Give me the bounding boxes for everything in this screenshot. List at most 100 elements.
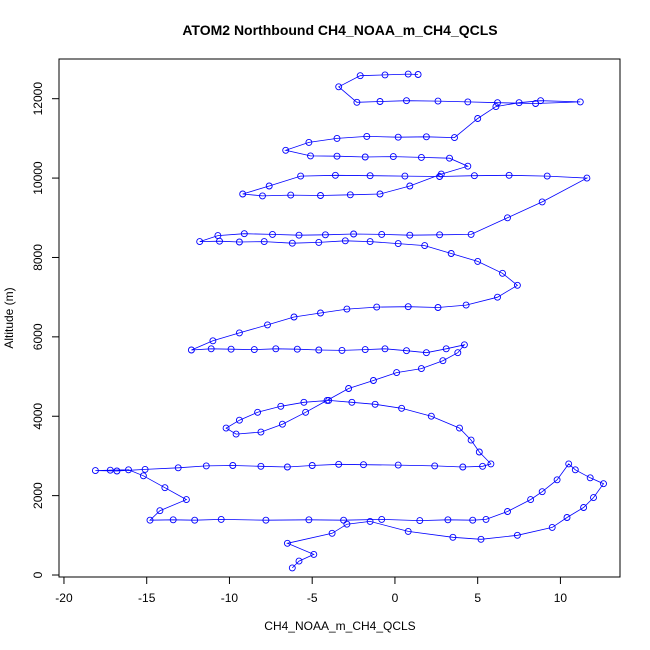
data-point xyxy=(269,230,276,238)
data-point xyxy=(464,98,472,106)
data-point xyxy=(161,484,169,492)
data-point xyxy=(492,103,500,111)
data-point xyxy=(331,171,339,179)
data-point xyxy=(310,550,318,558)
data-point xyxy=(474,115,482,122)
data-point xyxy=(381,71,389,79)
data-point xyxy=(293,345,301,353)
data-point xyxy=(257,428,265,436)
data-point xyxy=(586,474,594,482)
data-point xyxy=(532,100,540,107)
data-point xyxy=(417,153,425,161)
data-point xyxy=(174,464,182,472)
data-point xyxy=(406,182,414,190)
data-point xyxy=(328,529,336,537)
data-point xyxy=(434,304,442,311)
data-point xyxy=(543,172,551,180)
data-point xyxy=(434,97,442,105)
data-point xyxy=(240,230,248,238)
data-point xyxy=(469,516,477,524)
data-point xyxy=(474,257,482,265)
data-point xyxy=(431,462,439,470)
data-point xyxy=(315,238,323,246)
data-series xyxy=(91,70,607,572)
data-point xyxy=(538,198,546,206)
data-point xyxy=(302,408,310,416)
data-point xyxy=(482,515,490,523)
data-point xyxy=(451,134,458,142)
data-point xyxy=(297,172,305,180)
data-point xyxy=(475,448,483,456)
data-point xyxy=(414,71,422,78)
data-point xyxy=(235,416,243,424)
data-point xyxy=(436,231,444,239)
data-point xyxy=(515,99,523,107)
data-point xyxy=(346,191,354,199)
data-point xyxy=(381,345,389,353)
data-point xyxy=(464,162,472,170)
data-point xyxy=(321,231,329,239)
x-axis: -20 -15 -10 -5 0 5 10 xyxy=(55,576,568,605)
data-point xyxy=(439,357,447,365)
data-point xyxy=(146,516,154,524)
data-point xyxy=(467,436,475,444)
data-point xyxy=(398,404,406,412)
data-point xyxy=(373,303,381,311)
x-tick-label: 5 xyxy=(474,591,481,605)
data-point xyxy=(182,496,190,504)
data-point xyxy=(202,462,210,470)
y-axis-label: Altitude (m) xyxy=(2,287,16,348)
data-point xyxy=(363,132,371,140)
data-point xyxy=(227,345,235,353)
data-point xyxy=(504,214,511,222)
data-point xyxy=(287,191,295,199)
data-point xyxy=(232,430,240,438)
data-point xyxy=(295,557,303,565)
data-point xyxy=(335,460,343,468)
data-point xyxy=(467,230,475,238)
data-point xyxy=(343,305,351,313)
x-tick-label: 10 xyxy=(554,591,568,605)
data-point xyxy=(214,232,222,240)
data-point xyxy=(444,516,452,524)
data-point xyxy=(278,420,286,428)
data-point xyxy=(406,231,414,239)
data-point xyxy=(277,402,285,410)
data-point xyxy=(264,321,271,329)
data-point xyxy=(553,476,561,484)
data-point xyxy=(317,192,324,199)
data-point xyxy=(504,508,511,515)
data-point xyxy=(401,172,409,180)
data-point xyxy=(404,303,412,311)
data-point xyxy=(353,98,361,106)
data-point xyxy=(583,174,591,182)
data-point xyxy=(376,98,384,105)
data-point xyxy=(239,190,247,198)
data-point xyxy=(527,496,535,504)
data-point xyxy=(323,396,331,404)
data-point xyxy=(305,516,313,524)
data-point xyxy=(106,466,114,474)
data-point xyxy=(196,238,204,246)
x-tick-label: -10 xyxy=(221,591,239,605)
data-point xyxy=(209,337,217,345)
y-tick-label: 12000 xyxy=(31,82,45,116)
data-point xyxy=(563,514,571,521)
data-point xyxy=(449,533,457,541)
data-point xyxy=(394,133,402,141)
data-point xyxy=(333,152,341,160)
data-point xyxy=(456,424,463,432)
data-point xyxy=(571,466,579,474)
data-point xyxy=(272,345,280,353)
data-point xyxy=(295,231,303,239)
data-point xyxy=(141,465,149,473)
data-point xyxy=(477,535,485,543)
data-point xyxy=(300,398,308,406)
data-point xyxy=(446,154,453,162)
data-point xyxy=(229,462,237,469)
data-point xyxy=(254,408,262,416)
data-point xyxy=(317,309,324,317)
data-point xyxy=(447,250,455,257)
data-point xyxy=(288,564,296,572)
data-point xyxy=(283,539,291,547)
